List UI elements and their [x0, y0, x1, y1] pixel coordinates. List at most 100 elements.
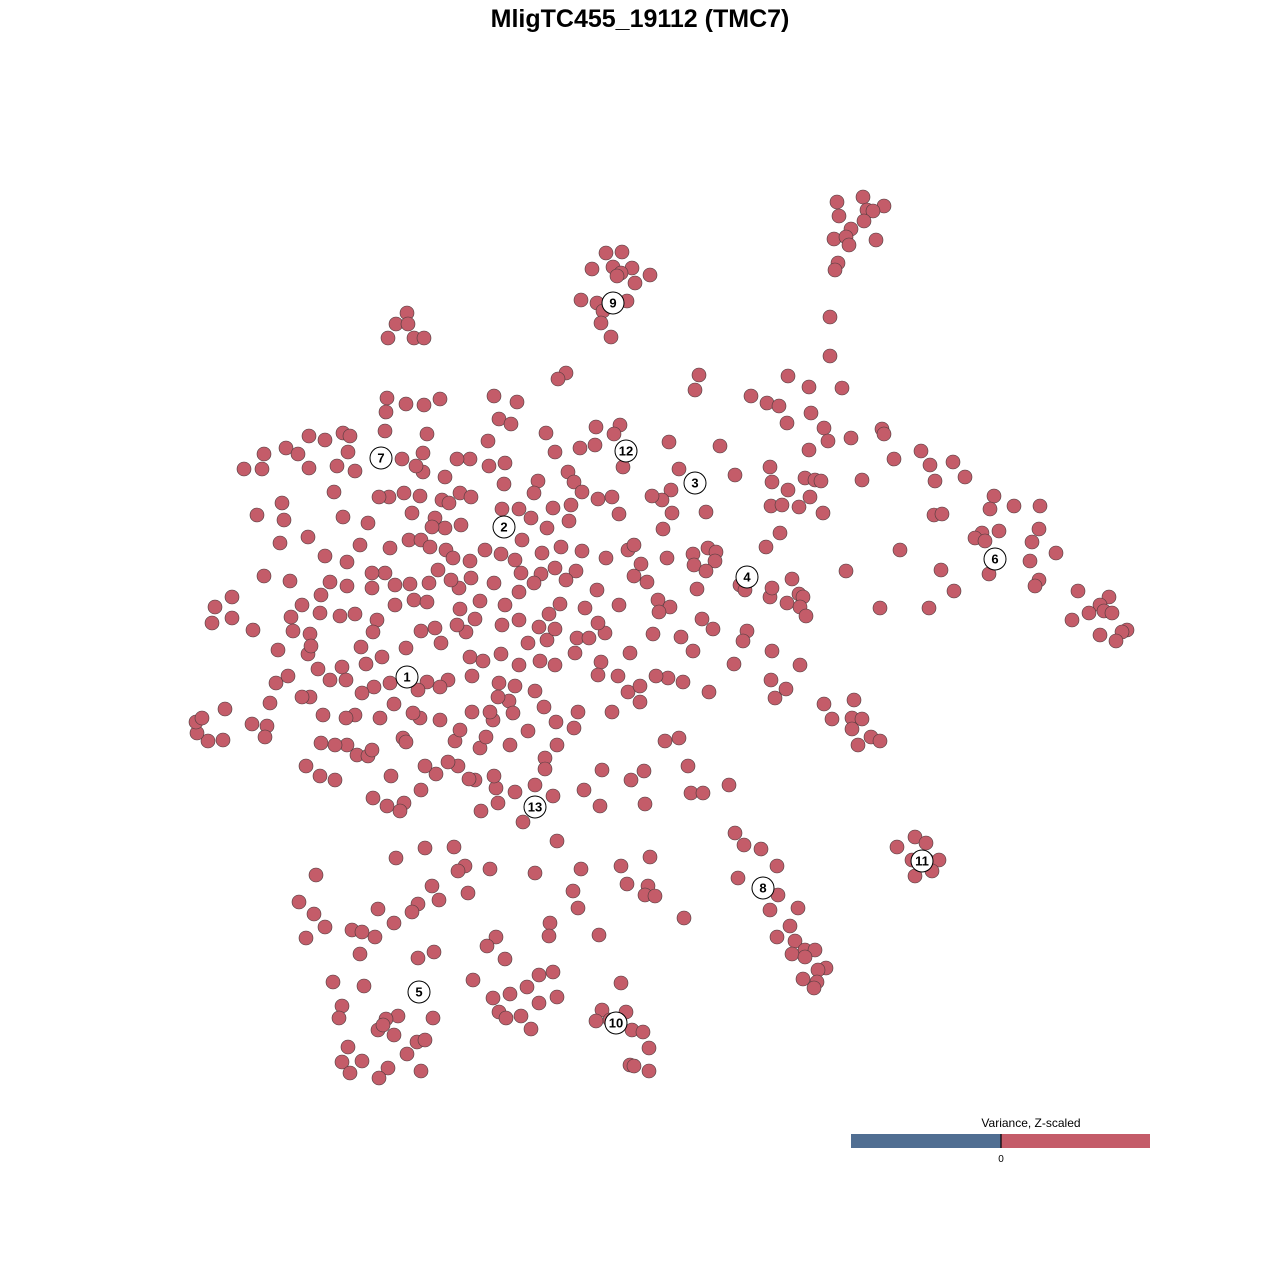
data-point [511, 501, 527, 517]
data-point [462, 553, 478, 569]
data-point [509, 394, 525, 410]
data-point [576, 782, 592, 798]
data-point [386, 915, 402, 931]
data-point [452, 601, 468, 617]
data-point [526, 575, 542, 591]
data-point [868, 232, 884, 248]
data-point [778, 681, 794, 697]
data-point [379, 798, 395, 814]
data-point [613, 975, 629, 991]
data-point [1108, 633, 1124, 649]
data-point [463, 570, 479, 586]
data-point [464, 668, 480, 684]
data-point [927, 473, 943, 489]
data-point [513, 1008, 529, 1024]
chart-title: MligTC455_19112 (TMC7) [491, 5, 790, 33]
data-point [619, 876, 635, 892]
data-point [613, 858, 629, 874]
data-point [404, 505, 420, 521]
data-point [918, 835, 934, 851]
data-point [431, 892, 447, 908]
data-point [480, 433, 496, 449]
data-point [977, 533, 993, 549]
data-point [386, 696, 402, 712]
cluster-label-6: 6 [983, 547, 1007, 571]
data-point [497, 455, 513, 471]
data-point [416, 397, 432, 413]
data-point [490, 689, 506, 705]
cluster-label-8: 8 [751, 876, 775, 900]
data-point [352, 946, 368, 962]
data-point [707, 553, 723, 569]
data-point [660, 670, 676, 686]
data-point [364, 742, 380, 758]
data-point [1092, 627, 1108, 643]
data-point [371, 1070, 387, 1086]
data-point [427, 620, 443, 636]
data-point [301, 460, 317, 476]
data-point [334, 659, 350, 675]
data-point [400, 316, 416, 332]
data-point [432, 712, 448, 728]
data-point [689, 581, 705, 597]
data-point [507, 784, 523, 800]
data-point [354, 685, 370, 701]
cluster-label-1: 1 [395, 665, 419, 689]
data-point [481, 458, 497, 474]
cluster-label-circle [751, 876, 775, 900]
data-point [913, 443, 929, 459]
data-point [593, 654, 609, 670]
cluster-label-circle [910, 849, 934, 873]
legend-low-segment [851, 1134, 1001, 1148]
data-point [366, 679, 382, 695]
data-point [440, 754, 456, 770]
data-point [194, 710, 210, 726]
data-point [300, 529, 316, 545]
data-point [276, 512, 292, 528]
data-point [353, 639, 369, 655]
data-point [503, 416, 519, 432]
data-point [342, 428, 358, 444]
data-point [377, 423, 393, 439]
data-point [502, 986, 518, 1002]
data-point [647, 888, 663, 904]
data-point [507, 552, 523, 568]
data-point [645, 626, 661, 642]
data-point [422, 539, 438, 555]
data-point [642, 267, 658, 283]
data-point [550, 371, 566, 387]
cluster-label-circle [601, 291, 625, 315]
data-point [657, 733, 673, 749]
data-point [301, 428, 317, 444]
data-point [204, 615, 220, 631]
data-point [523, 510, 539, 526]
data-point [655, 521, 671, 537]
data-point [762, 902, 778, 918]
data-point [946, 583, 962, 599]
data-point [326, 484, 342, 500]
data-point [413, 782, 429, 798]
data-point [461, 771, 477, 787]
data-point [334, 998, 350, 1014]
cluster-label-text: 8 [759, 881, 766, 896]
data-point [450, 863, 466, 879]
data-point [611, 506, 627, 522]
data-point [549, 737, 565, 753]
data-point [801, 379, 817, 395]
cluster-label-5: 5 [407, 980, 431, 1004]
data-point [477, 542, 493, 558]
data-point [584, 261, 600, 277]
data-point [354, 924, 370, 940]
data-point [661, 434, 677, 450]
data-point [280, 668, 296, 684]
data-point [308, 867, 324, 883]
cluster-label-circle [604, 1011, 628, 1035]
data-point [394, 451, 410, 467]
data-point [531, 967, 547, 983]
data-point [274, 495, 290, 511]
data-point [494, 501, 510, 517]
data-point [664, 505, 680, 521]
data-point [779, 595, 795, 611]
data-point [581, 630, 597, 646]
